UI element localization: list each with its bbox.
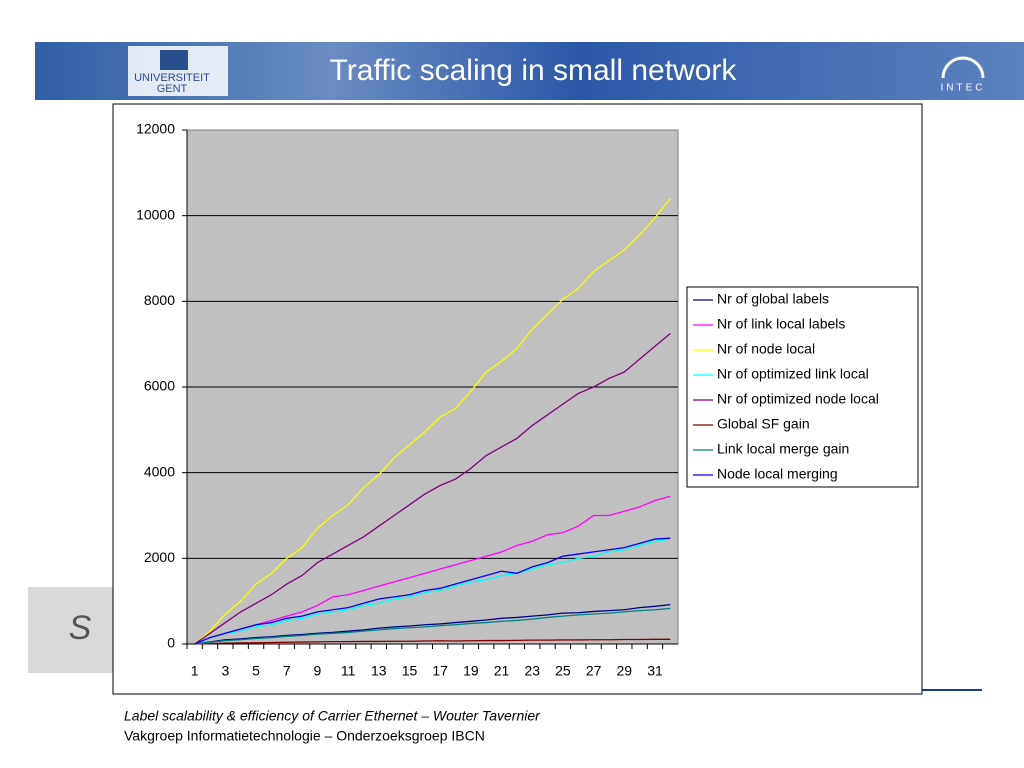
series-line <box>194 332 671 645</box>
y-tick-label: 4000 <box>144 463 175 479</box>
x-tick-label: 1 <box>191 663 199 679</box>
legend-label: Node local merging <box>717 466 838 482</box>
series-line <box>194 537 671 645</box>
x-tick-label: 15 <box>402 663 418 679</box>
y-tick-label: 8000 <box>144 292 175 308</box>
side-letter: S <box>69 609 92 647</box>
y-tick-label: 12000 <box>136 121 175 137</box>
x-tick-label: 27 <box>586 663 602 679</box>
footer-text: Vakgroep Informatietechnologie – Onderzo… <box>124 728 485 744</box>
y-tick-label: 2000 <box>144 549 175 565</box>
x-tick-label: 17 <box>432 663 448 679</box>
y-tick-label: 10000 <box>136 206 175 222</box>
x-tick-label: 19 <box>463 663 479 679</box>
y-tick-label: 6000 <box>144 378 175 394</box>
x-tick-label: 29 <box>617 663 633 679</box>
slide-title: Traffic scaling in small network <box>330 54 738 87</box>
series-line <box>194 495 671 645</box>
x-tick-label: 11 <box>341 663 356 679</box>
institute: INTEC <box>941 83 986 94</box>
logo-icon <box>160 50 188 70</box>
x-tick-label: 13 <box>371 663 387 679</box>
legend-box <box>686 286 919 488</box>
x-tick-label: 5 <box>252 663 260 679</box>
x-tick-label: 9 <box>314 663 322 679</box>
series-line <box>194 603 671 645</box>
legend-label: Nr of global labels <box>717 291 829 307</box>
series-line <box>194 538 671 645</box>
x-tick-label: 23 <box>524 663 540 679</box>
x-tick-label: 25 <box>555 663 571 679</box>
legend-label: Nr of node local <box>717 341 815 357</box>
y-tick-label: 0 <box>167 635 175 651</box>
side-box <box>28 587 129 673</box>
legend-label: Link local merge gain <box>717 441 849 457</box>
legend-label: Nr of link local labels <box>717 316 845 332</box>
x-tick-label: 7 <box>283 663 291 679</box>
x-tick-label: 21 <box>494 663 510 679</box>
legend-label: Global SF gain <box>717 416 810 432</box>
x-tick-label: 3 <box>221 663 229 679</box>
footer-text: Label scalability & efficiency of Carrie… <box>124 708 541 724</box>
legend-label: Nr of optimized link local <box>717 366 869 382</box>
legend-label: Nr of optimized node local <box>717 391 879 407</box>
logo-text: GENT <box>157 83 188 95</box>
series-line <box>194 198 671 645</box>
logo-text: UNIVERSITEIT <box>134 72 210 84</box>
x-tick-label: 31 <box>647 663 663 679</box>
institute-icon <box>941 56 985 79</box>
series-line <box>194 607 671 645</box>
series-line <box>194 638 671 645</box>
